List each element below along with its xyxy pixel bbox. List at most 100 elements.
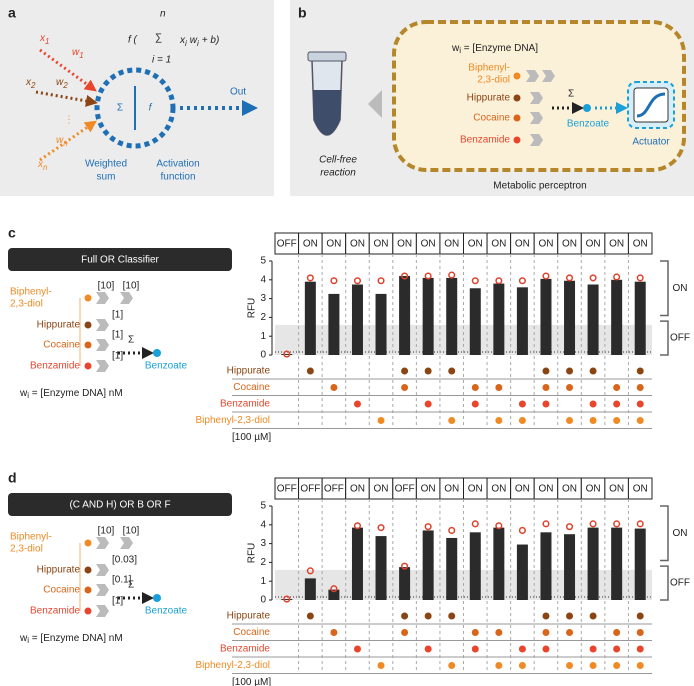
- y-tick-label: 2: [260, 312, 266, 323]
- state: ON: [562, 484, 577, 495]
- bar: [469, 532, 481, 600]
- eq: = [Enzyme DNA] nM: [29, 633, 123, 644]
- sub: n: [63, 139, 68, 148]
- bar: [328, 589, 340, 600]
- bar: [304, 578, 316, 600]
- bracket: [660, 565, 669, 601]
- product: Benzoate: [145, 361, 188, 372]
- substrate: 2,3-diol: [10, 544, 43, 555]
- weight: [10]: [98, 526, 115, 537]
- predicted: [306, 274, 314, 282]
- sub: 2: [62, 81, 68, 90]
- enzyme: [96, 537, 109, 549]
- input-dot: [401, 612, 409, 620]
- substrate: Benzamide: [30, 606, 80, 617]
- weight: [1]: [112, 351, 123, 362]
- f: f: [149, 103, 153, 114]
- input-dot: [542, 384, 550, 391]
- input-dot: [518, 662, 526, 669]
- formula-x: x: [179, 35, 186, 46]
- state: ON: [491, 239, 506, 250]
- input-dot: [566, 384, 574, 391]
- state-box: [627, 477, 653, 500]
- sigma: Σ: [117, 103, 123, 114]
- enzyme: [96, 584, 109, 596]
- predicted: [613, 520, 621, 528]
- predicted: [353, 522, 362, 530]
- input-dot: [566, 417, 574, 424]
- w: w: [451, 43, 460, 54]
- product-dot: [153, 349, 161, 357]
- predicted: [542, 272, 550, 280]
- input-w: w1: [72, 47, 84, 60]
- input-dot: [613, 417, 621, 424]
- input-dot: [401, 629, 409, 636]
- dot: [513, 72, 521, 80]
- bar: [540, 278, 552, 355]
- input-dot: [471, 645, 479, 653]
- substrate: 2,3-diol: [10, 299, 43, 310]
- x: x: [39, 33, 46, 44]
- y-tick-label: 4: [260, 519, 266, 530]
- sigmoid: [636, 92, 666, 118]
- predicted: [495, 522, 503, 530]
- input-dot: [330, 629, 338, 636]
- state: ON: [326, 239, 341, 250]
- input-dot: [471, 629, 479, 636]
- substrate: Biphenyl-: [10, 532, 52, 543]
- y-tick-label: 1: [260, 331, 266, 342]
- w: w: [19, 633, 28, 644]
- title: (C AND H) OR B OR F: [69, 500, 170, 511]
- input-dot: [424, 367, 432, 375]
- predicted: [306, 567, 314, 575]
- input-dot: [401, 384, 409, 391]
- dot: [84, 341, 92, 349]
- product: Benzoate: [145, 606, 188, 617]
- predicted: [377, 277, 385, 285]
- enzyme: [96, 339, 109, 351]
- predicted: [589, 274, 597, 282]
- predicted: [401, 562, 409, 570]
- input-dot: [613, 645, 621, 653]
- sigma: Σ: [128, 335, 134, 346]
- bracket: [660, 505, 669, 562]
- x: x: [37, 159, 44, 170]
- bar: [328, 293, 340, 355]
- w: w: [56, 135, 64, 146]
- input-dot: [377, 417, 385, 424]
- input-dot: [636, 629, 644, 636]
- input-dot: [471, 400, 479, 408]
- bar: [634, 528, 646, 600]
- panel-label: c: [8, 225, 16, 241]
- formula-sigma: ∑: [155, 33, 162, 44]
- state: OFF: [277, 239, 297, 250]
- product: Benzoate: [567, 119, 610, 130]
- input-dot: [589, 662, 597, 669]
- state: ON: [421, 239, 436, 250]
- title: Full OR Classifier: [81, 255, 159, 266]
- bar: [469, 288, 481, 355]
- bar: [375, 293, 387, 355]
- input-dot: [589, 367, 597, 375]
- bracket-label: OFF: [670, 333, 690, 344]
- state: OFF: [324, 484, 344, 495]
- input-dot: [566, 367, 574, 375]
- y-tick-label: 4: [260, 274, 266, 285]
- substrate: 2,3-diol: [477, 75, 510, 86]
- predicted: [330, 585, 338, 593]
- weight-eq: wi = [Enzyme DNA] nM: [19, 388, 123, 400]
- sub: 2: [30, 81, 36, 90]
- predicted: [283, 350, 291, 358]
- input-dot: [636, 645, 644, 653]
- tube-liquid: [313, 90, 341, 135]
- input-dot: [589, 417, 597, 424]
- input-dot: [518, 645, 526, 653]
- y-tick-label: 0: [260, 350, 266, 361]
- bar: [634, 281, 646, 355]
- bar: [304, 281, 316, 355]
- y-tick-label: 1: [260, 576, 266, 587]
- predicted: [565, 523, 574, 531]
- predicted: [330, 277, 338, 285]
- bar: [281, 599, 293, 600]
- y-tick-label: 5: [260, 501, 266, 512]
